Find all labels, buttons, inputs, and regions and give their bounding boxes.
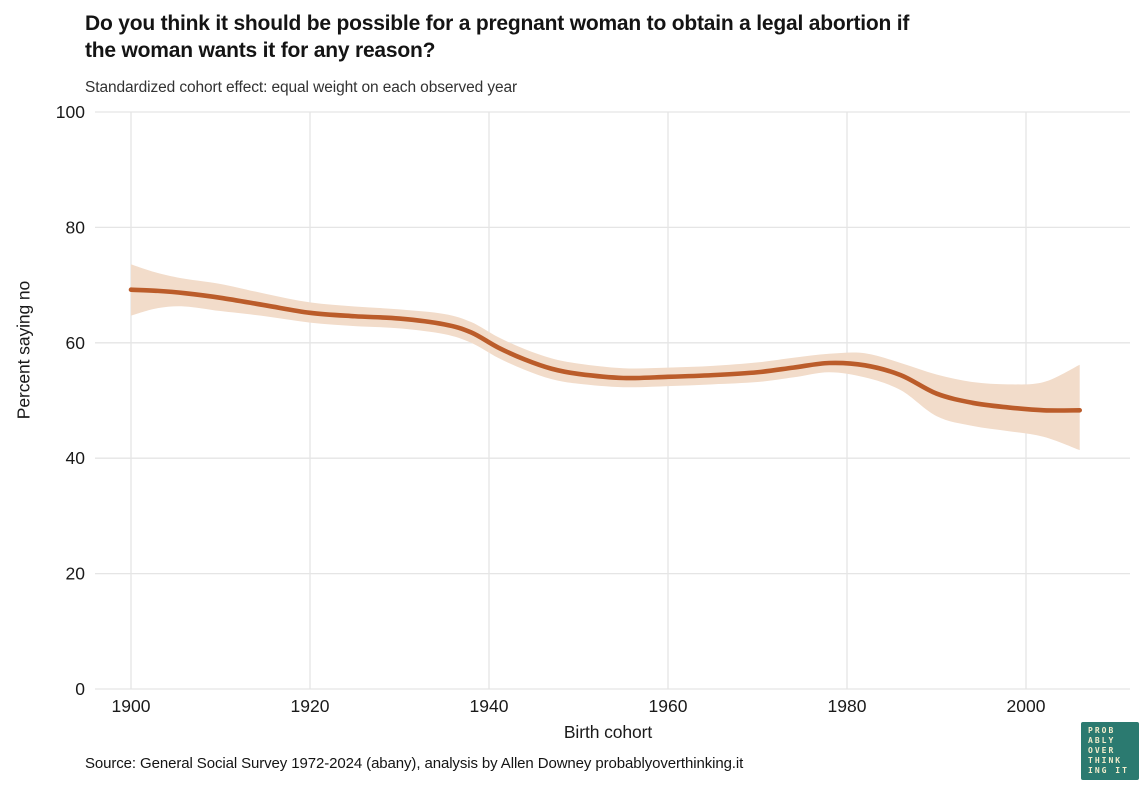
logo-text-line: ABLY [1088, 736, 1116, 745]
y-tick-label: 20 [66, 564, 86, 584]
x-tick-label: 1900 [112, 696, 151, 716]
x-tick-label: 2000 [1007, 696, 1046, 716]
y-axis-label: Percent saying no [13, 280, 34, 420]
x-axis-label: Birth cohort [563, 722, 653, 742]
chart-title-line1: Do you think it should be possible for a… [85, 12, 910, 35]
y-tick-label: 0 [75, 679, 85, 699]
chart-subtitle: Standardized cohort effect: equal weight… [85, 79, 518, 96]
confidence-band [131, 264, 1080, 451]
source-credit: Source: General Social Survey 1972-2024 … [85, 755, 744, 772]
probablyoverthinking-logo: PROB ABLY OVER THINK ING IT [1081, 722, 1139, 780]
x-tick-label: 1920 [291, 696, 330, 716]
x-tick-label: 1960 [649, 696, 688, 716]
x-tick-label: 1980 [828, 696, 867, 716]
logo-text-line: OVER [1088, 746, 1116, 755]
chart-title: Do you think it should be possible for a… [85, 10, 1035, 64]
y-tick-label: 80 [66, 217, 86, 237]
logo-text-line: ING IT [1088, 766, 1129, 775]
logo-text-line: THINK [1088, 756, 1123, 765]
y-tick-label: 100 [56, 102, 85, 122]
logo-text-line: PROB [1088, 726, 1116, 735]
cohort-effect-line [128, 287, 1082, 413]
y-tick-label: 40 [66, 448, 86, 468]
x-tick-label: 1940 [470, 696, 509, 716]
chart-title-line2: the woman wants it for any reason? [85, 39, 436, 62]
y-tick-label: 60 [66, 333, 86, 353]
